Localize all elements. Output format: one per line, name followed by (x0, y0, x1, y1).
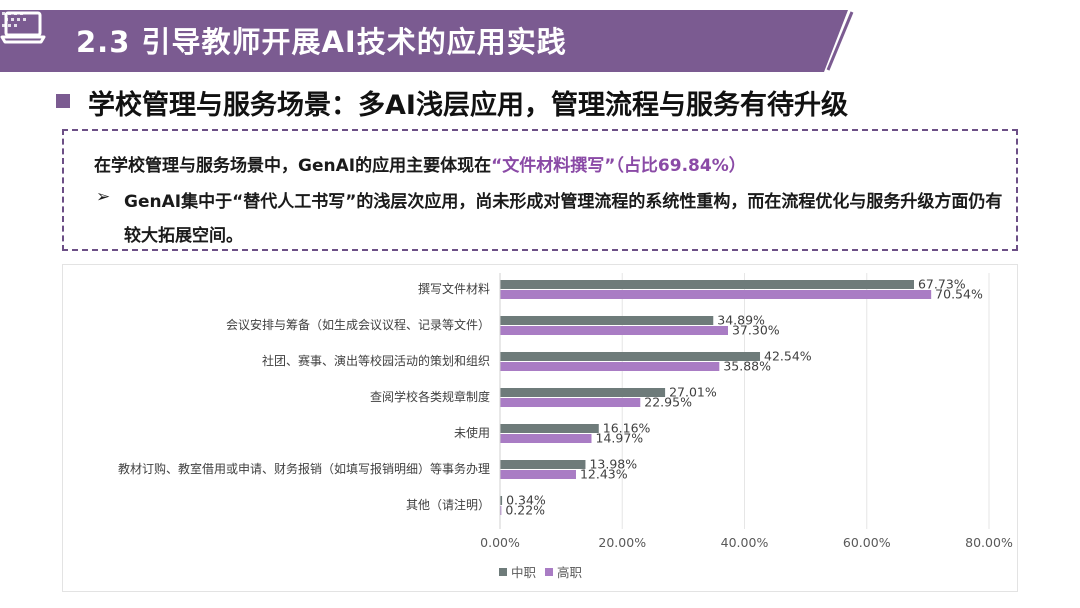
category-label: 查阅学校各类规章制度 (370, 389, 490, 404)
category-label: 未使用 (454, 425, 490, 440)
summary-line: 在学校管理与服务场景中，GenAI的应用主要体现在“文件材料撰写”（占比69.8… (94, 151, 746, 176)
x-tick-label: 60.00% (843, 535, 891, 550)
bar-中职 (500, 352, 761, 361)
legend-label: 高职 (557, 565, 582, 580)
summary-line-highlight: “文件材料撰写”（占比69.84%） (491, 156, 746, 176)
bar-高职 (500, 398, 641, 407)
data-label: 35.88% (723, 359, 771, 374)
bar-高职 (500, 470, 576, 479)
header-band: 2.3 引导教师开展AI技术的应用实践 (0, 10, 860, 72)
data-label: 27.01% (669, 385, 717, 400)
data-label: 16.16% (603, 421, 651, 436)
bar-高职 (500, 326, 728, 335)
data-label: 0.22% (505, 503, 545, 518)
data-label: 42.54% (764, 349, 812, 364)
bar-中职 (500, 280, 914, 289)
bar-高职 (500, 362, 720, 371)
page-title: 2.3 引导教师开展AI技术的应用实践 (76, 25, 567, 59)
bar-chart: 0.00% 20.00% 40.00% 60.00% 80.00% 撰写文件材料 67.73… (118, 273, 1013, 580)
x-tick-label: 80.00% (965, 535, 1013, 550)
bar-高职 (500, 290, 932, 299)
data-label: 22.95% (644, 395, 692, 410)
chart-panel: 0.00% 20.00% 40.00% 60.00% 80.00% 撰写文件材料 67.73… (62, 264, 1018, 592)
data-label: 0.34% (506, 493, 546, 508)
bar-中职 (500, 316, 714, 325)
legend-swatch-中职 (499, 568, 507, 576)
bar-中职 (500, 460, 586, 469)
legend-label: 中职 (511, 565, 536, 580)
bar-高职 (500, 506, 502, 515)
legend-swatch-高职 (545, 568, 553, 576)
summary-bullet-text: GenAI集中于“替代人工书写”的浅层次应用，尚未形成对管理流程的系统性重构，而… (124, 192, 1003, 246)
bar-中职 (500, 388, 666, 397)
category-label: 撰写文件材料 (418, 281, 490, 296)
summary-line-prefix: 在学校管理与服务场景中，GenAI的应用主要体现在 (94, 156, 492, 176)
dots-decoration-icon (2, 12, 26, 27)
category-label: 社团、赛事、演出等校园活动的策划和组织 (262, 353, 490, 368)
header-band-shape (0, 10, 854, 72)
category-label: 其他（请注明） (406, 497, 490, 512)
arrow-bullet-icon: ➢ (96, 187, 111, 207)
data-label: 14.97% (596, 431, 644, 446)
bar-中职 (500, 496, 503, 505)
data-label: 34.89% (717, 313, 765, 328)
category-label: 教材订购、教室借用或申请、财务报销（如填写报销明细）等事务办理 (118, 461, 490, 476)
data-label: 37.30% (732, 323, 780, 338)
section-title: 学校管理与服务场景：多AI浅层应用，管理流程与服务有待升级 (88, 90, 848, 121)
section-bullet (56, 94, 70, 108)
bar-高职 (500, 434, 592, 443)
bar-中职 (500, 424, 599, 433)
category-label: 会议安排与筹备（如生成会议议程、记录等文件） (226, 317, 490, 332)
data-label: 70.54% (935, 287, 983, 302)
data-label: 13.98% (589, 457, 637, 472)
data-label: 67.73% (918, 277, 966, 292)
x-tick-label: 20.00% (598, 535, 646, 550)
x-tick-label: 40.00% (721, 535, 769, 550)
x-tick-label: 0.00% (480, 535, 520, 550)
data-label: 12.43% (580, 467, 628, 482)
summary-box: 在学校管理与服务场景中，GenAI的应用主要体现在“文件材料撰写”（占比69.8… (62, 129, 1018, 251)
